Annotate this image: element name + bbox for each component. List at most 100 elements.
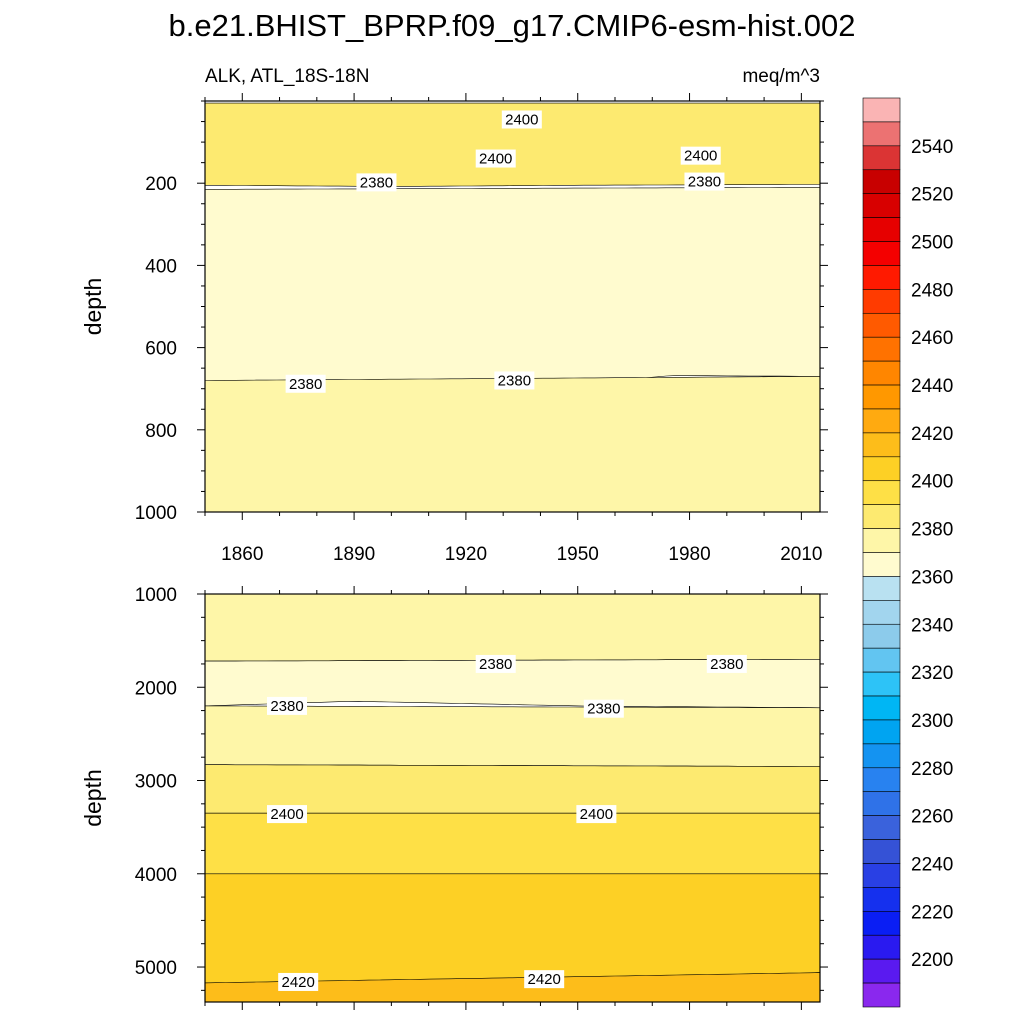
contour-label: 2380 (475, 654, 516, 673)
svg-text:2380: 2380 (479, 656, 512, 673)
left-string: ALK, ATL_18S-18N (205, 66, 369, 87)
colorbar-box (862, 911, 901, 936)
colorbar-label: 2320 (911, 663, 953, 684)
svg-text:2380: 2380 (688, 174, 721, 191)
colorbar-box (862, 384, 901, 410)
colorbar-label: 2420 (911, 424, 953, 445)
colorbar-label: 2260 (911, 807, 953, 828)
colorbar-box (862, 719, 901, 745)
colorbar-box (862, 456, 901, 482)
y-tick-label: 1000 (135, 585, 177, 606)
colorbar-box (862, 600, 901, 625)
contour-fill-region (205, 705, 820, 767)
svg-text:2400: 2400 (580, 806, 613, 823)
colorbar-label: 2340 (911, 615, 953, 636)
colorbar-box (862, 360, 901, 386)
colorbar-box (862, 121, 901, 147)
contour-fill-region (205, 972, 820, 1002)
contour-label: 2380 (706, 654, 747, 673)
svg-text:2380: 2380 (710, 656, 743, 673)
x-tick-label: 2010 (780, 544, 822, 565)
x-tick-label: 1950 (557, 544, 599, 565)
svg-text:2380: 2380 (360, 174, 393, 191)
colorbar-box (862, 815, 901, 840)
colorbar-box (862, 408, 901, 434)
colorbar-label: 2280 (911, 759, 953, 780)
contour-label: 2380 (356, 173, 397, 192)
svg-text:2400: 2400 (684, 148, 717, 165)
colorbar-box (862, 887, 901, 912)
y-tick-label: 400 (145, 256, 177, 277)
y-tick-label: 3000 (135, 772, 177, 793)
colorbar-label: 2480 (911, 280, 953, 301)
contour-label: 2380 (583, 699, 624, 718)
colorbar-label: 2220 (911, 902, 953, 923)
x-tick-label: 1980 (668, 544, 710, 565)
colorbar-box (862, 647, 901, 673)
contour-label: 2420 (524, 970, 565, 989)
svg-text:2380: 2380 (270, 698, 303, 715)
colorbar-label: 2380 (911, 520, 953, 541)
contour-fill-region (205, 187, 820, 383)
colorbar-box (862, 504, 901, 529)
svg-text:2420: 2420 (281, 974, 314, 991)
contour-label: 2380 (285, 374, 326, 393)
contour-label: 2380 (267, 696, 307, 715)
contour-fill-region (205, 102, 820, 187)
svg-text:2400: 2400 (505, 111, 538, 128)
contour-label: 2420 (278, 972, 319, 991)
chart-title: b.e21.BHIST_BPRP.f09_g17.CMIP6-esm-hist.… (169, 8, 856, 43)
x-tick-label: 1890 (333, 544, 375, 565)
colorbar-box (862, 863, 901, 888)
colorbar-box (862, 336, 901, 362)
colorbar-box (862, 432, 901, 458)
colorbar-label: 2500 (911, 233, 953, 254)
y-tick-label: 600 (145, 339, 177, 360)
colorbar-box (862, 623, 901, 649)
svg-text:2380: 2380 (498, 372, 531, 389)
plot-frame (204, 593, 821, 1003)
colorbar-box (862, 145, 901, 171)
colorbar-label: 2360 (911, 567, 953, 588)
y-tick-label: 5000 (135, 958, 177, 979)
contour-label: 2380 (684, 172, 725, 191)
colorbar-box (862, 289, 901, 314)
units-label: meq/m^3 (742, 66, 820, 87)
colorbar-label: 2440 (911, 376, 953, 397)
x-tick-label: 1920 (445, 544, 487, 565)
colorbar-box (862, 169, 901, 194)
colorbar-box (862, 193, 901, 218)
colorbar-box (862, 576, 901, 601)
contour-label: 2400 (475, 149, 516, 168)
y-tick-label: 4000 (135, 865, 177, 886)
y-axis-label: depth (80, 769, 106, 827)
colorbar-box (862, 791, 901, 816)
colorbar-label: 2540 (911, 137, 953, 158)
svg-text:2400: 2400 (270, 806, 303, 823)
contour-fill-region (205, 376, 820, 512)
y-tick-label: 800 (145, 421, 177, 442)
colorbar-box (862, 982, 901, 1008)
contour-fill-region (205, 873, 820, 984)
colorbar-box (862, 241, 901, 266)
lower-panel: 1000 2000 3000 4000 5000 depth 2380 2380 2380 238… (80, 585, 828, 1010)
colorbar-box (862, 528, 901, 553)
colorbar-label: 2520 (911, 185, 953, 206)
svg-text:2380: 2380 (587, 701, 620, 718)
colorbar-label: 2300 (911, 711, 953, 732)
contour-label: 2400 (501, 110, 542, 129)
colorbar: 2540 2520 2500 2480 2460 2440 2420 2400 2380 2360… (862, 97, 953, 1008)
upper-panel: 1860 1890 1920 1950 1980 2010 200 400 600 800 1000… (80, 93, 828, 565)
colorbar-box (862, 958, 901, 984)
contour-label: 2380 (494, 371, 535, 390)
contour-fill-region (205, 659, 820, 709)
y-tick-label: 2000 (135, 678, 177, 699)
colorbar-box (862, 265, 901, 290)
colorbar-label: 2200 (911, 950, 953, 971)
contour-label: 2400 (680, 146, 721, 165)
svg-text:2400: 2400 (479, 151, 512, 168)
svg-text:2380: 2380 (289, 376, 322, 393)
x-tick-label: 1860 (221, 544, 263, 565)
colorbar-box (862, 767, 901, 793)
